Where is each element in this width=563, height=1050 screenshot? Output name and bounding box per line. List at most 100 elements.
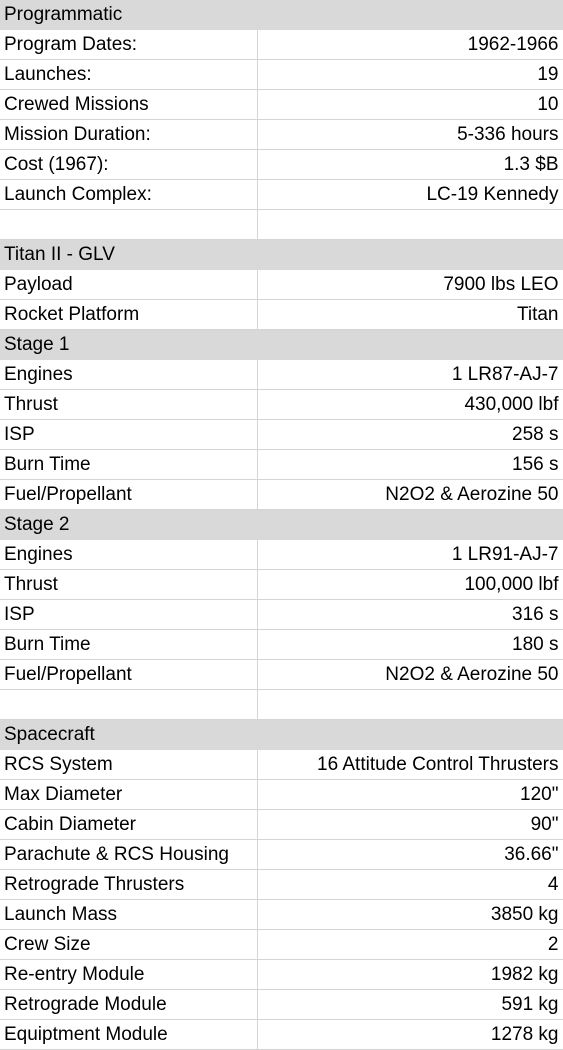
section-title-cell[interactable]: Stage 2 xyxy=(0,509,257,540)
section-title-cell[interactable]: Stage 1 xyxy=(0,329,257,360)
table-row: Launches: 19 xyxy=(0,59,563,90)
value-cell[interactable]: 5-336 hours xyxy=(257,119,563,150)
value-cell[interactable]: 90" xyxy=(257,809,563,840)
table-row: Mission Duration: 5-336 hours xyxy=(0,119,563,150)
label-cell[interactable]: Program Dates: xyxy=(0,29,258,60)
blank-row xyxy=(0,209,563,240)
value-cell[interactable]: 258 s xyxy=(257,419,563,450)
label-cell[interactable] xyxy=(0,209,258,240)
value-cell[interactable]: N2O2 & Aerozine 50 xyxy=(257,479,563,510)
value-cell[interactable]: 1982 kg xyxy=(257,959,563,990)
label-cell[interactable]: Re-entry Module xyxy=(0,959,258,990)
label-cell[interactable]: Launch Mass xyxy=(0,899,258,930)
table-row: Burn Time 180 s xyxy=(0,629,563,660)
label-cell[interactable]: Launch Complex: xyxy=(0,179,258,210)
table-row: ISP 316 s xyxy=(0,599,563,630)
table-row: Equiptment Module 1278 kg xyxy=(0,1019,563,1050)
table-row: Payload 7900 lbs LEO xyxy=(0,269,563,300)
value-cell[interactable]: 10 xyxy=(257,89,563,120)
table-row: Fuel/Propellant N2O2 & Aerozine 50 xyxy=(0,659,563,690)
label-cell[interactable]: ISP xyxy=(0,419,258,450)
value-cell[interactable]: 430,000 lbf xyxy=(257,389,563,420)
label-cell[interactable]: Engines xyxy=(0,539,258,570)
label-cell[interactable] xyxy=(0,689,258,720)
table-row: RCS System 16 Attitude Control Thrusters xyxy=(0,749,563,780)
value-cell[interactable]: 4 xyxy=(257,869,563,900)
value-cell[interactable]: 3850 kg xyxy=(257,899,563,930)
label-cell[interactable]: Launches: xyxy=(0,59,258,90)
value-cell[interactable]: Titan xyxy=(257,299,563,330)
value-cell[interactable] xyxy=(257,0,563,30)
value-cell[interactable]: 7900 lbs LEO xyxy=(257,269,563,300)
table-row: Retrograde Module 591 kg xyxy=(0,989,563,1020)
section-title-cell[interactable]: Programmatic xyxy=(0,0,257,30)
section-header-row: Stage 1 xyxy=(0,329,563,360)
value-cell[interactable] xyxy=(257,719,563,750)
label-cell[interactable]: Thrust xyxy=(0,389,258,420)
table-row: Thrust 430,000 lbf xyxy=(0,389,563,420)
label-cell[interactable]: Cost (1967): xyxy=(0,149,258,180)
value-cell[interactable]: 2 xyxy=(257,929,563,960)
value-cell[interactable] xyxy=(257,239,563,270)
label-cell[interactable]: Mission Duration: xyxy=(0,119,258,150)
label-cell[interactable]: Fuel/Propellant xyxy=(0,659,258,690)
value-cell[interactable]: 120" xyxy=(257,779,563,810)
table-row: Engines 1 LR87-AJ-7 xyxy=(0,359,563,390)
label-cell[interactable]: Crewed Missions xyxy=(0,89,258,120)
label-cell[interactable]: ISP xyxy=(0,599,258,630)
value-cell[interactable]: 100,000 lbf xyxy=(257,569,563,600)
value-cell[interactable]: 1962-1966 xyxy=(257,29,563,60)
table-row: Crew Size 2 xyxy=(0,929,563,960)
table-row: Rocket Platform Titan xyxy=(0,299,563,330)
value-cell[interactable]: 1 LR91-AJ-7 xyxy=(257,539,563,570)
label-cell[interactable]: Payload xyxy=(0,269,258,300)
value-cell[interactable]: 16 Attitude Control Thrusters xyxy=(257,749,563,780)
label-cell[interactable]: Burn Time xyxy=(0,629,258,660)
label-cell[interactable]: Retrograde Module xyxy=(0,989,258,1020)
section-header-row: Titan II - GLV xyxy=(0,239,563,270)
label-cell[interactable]: Parachute & RCS Housing xyxy=(0,839,258,870)
section-title-cell[interactable]: Titan II - GLV xyxy=(0,239,257,270)
label-cell[interactable]: Equiptment Module xyxy=(0,1019,258,1050)
value-cell[interactable] xyxy=(257,209,563,240)
value-cell[interactable] xyxy=(257,689,563,720)
blank-row xyxy=(0,689,563,720)
label-cell[interactable]: Retrograde Thrusters xyxy=(0,869,258,900)
value-cell[interactable]: 180 s xyxy=(257,629,563,660)
table-row: Cost (1967): 1.3 $B xyxy=(0,149,563,180)
label-cell[interactable]: RCS System xyxy=(0,749,258,780)
value-cell[interactable] xyxy=(257,329,563,360)
table-row: Burn Time 156 s xyxy=(0,449,563,480)
table-row: Max Diameter 120" xyxy=(0,779,563,810)
table-row: Cabin Diameter 90" xyxy=(0,809,563,840)
label-cell[interactable]: Engines xyxy=(0,359,258,390)
value-cell[interactable]: 1.3 $B xyxy=(257,149,563,180)
value-cell[interactable]: LC-19 Kennedy xyxy=(257,179,563,210)
label-cell[interactable]: Cabin Diameter xyxy=(0,809,258,840)
section-header-row: Programmatic xyxy=(0,0,563,30)
value-cell[interactable]: 156 s xyxy=(257,449,563,480)
table-row: Engines 1 LR91-AJ-7 xyxy=(0,539,563,570)
label-cell[interactable]: Fuel/Propellant xyxy=(0,479,258,510)
label-cell[interactable]: Thrust xyxy=(0,569,258,600)
value-cell[interactable]: 591 kg xyxy=(257,989,563,1020)
value-cell[interactable]: 1278 kg xyxy=(257,1019,563,1050)
value-cell[interactable]: 316 s xyxy=(257,599,563,630)
label-cell[interactable]: Max Diameter xyxy=(0,779,258,810)
section-header-row: Stage 2 xyxy=(0,509,563,540)
value-cell[interactable]: 1 LR87-AJ-7 xyxy=(257,359,563,390)
section-title-cell[interactable]: Spacecraft xyxy=(0,719,257,750)
table-row: Retrograde Thrusters 4 xyxy=(0,869,563,900)
value-cell[interactable]: 36.66" xyxy=(257,839,563,870)
table-row: Launch Complex: LC-19 Kennedy xyxy=(0,179,563,210)
table-row: Fuel/Propellant N2O2 & Aerozine 50 xyxy=(0,479,563,510)
label-cell[interactable]: Burn Time xyxy=(0,449,258,480)
label-cell[interactable]: Crew Size xyxy=(0,929,258,960)
value-cell[interactable]: 19 xyxy=(257,59,563,90)
value-cell[interactable]: N2O2 & Aerozine 50 xyxy=(257,659,563,690)
value-cell[interactable] xyxy=(257,509,563,540)
label-cell[interactable]: Rocket Platform xyxy=(0,299,258,330)
table-row: Thrust 100,000 lbf xyxy=(0,569,563,600)
